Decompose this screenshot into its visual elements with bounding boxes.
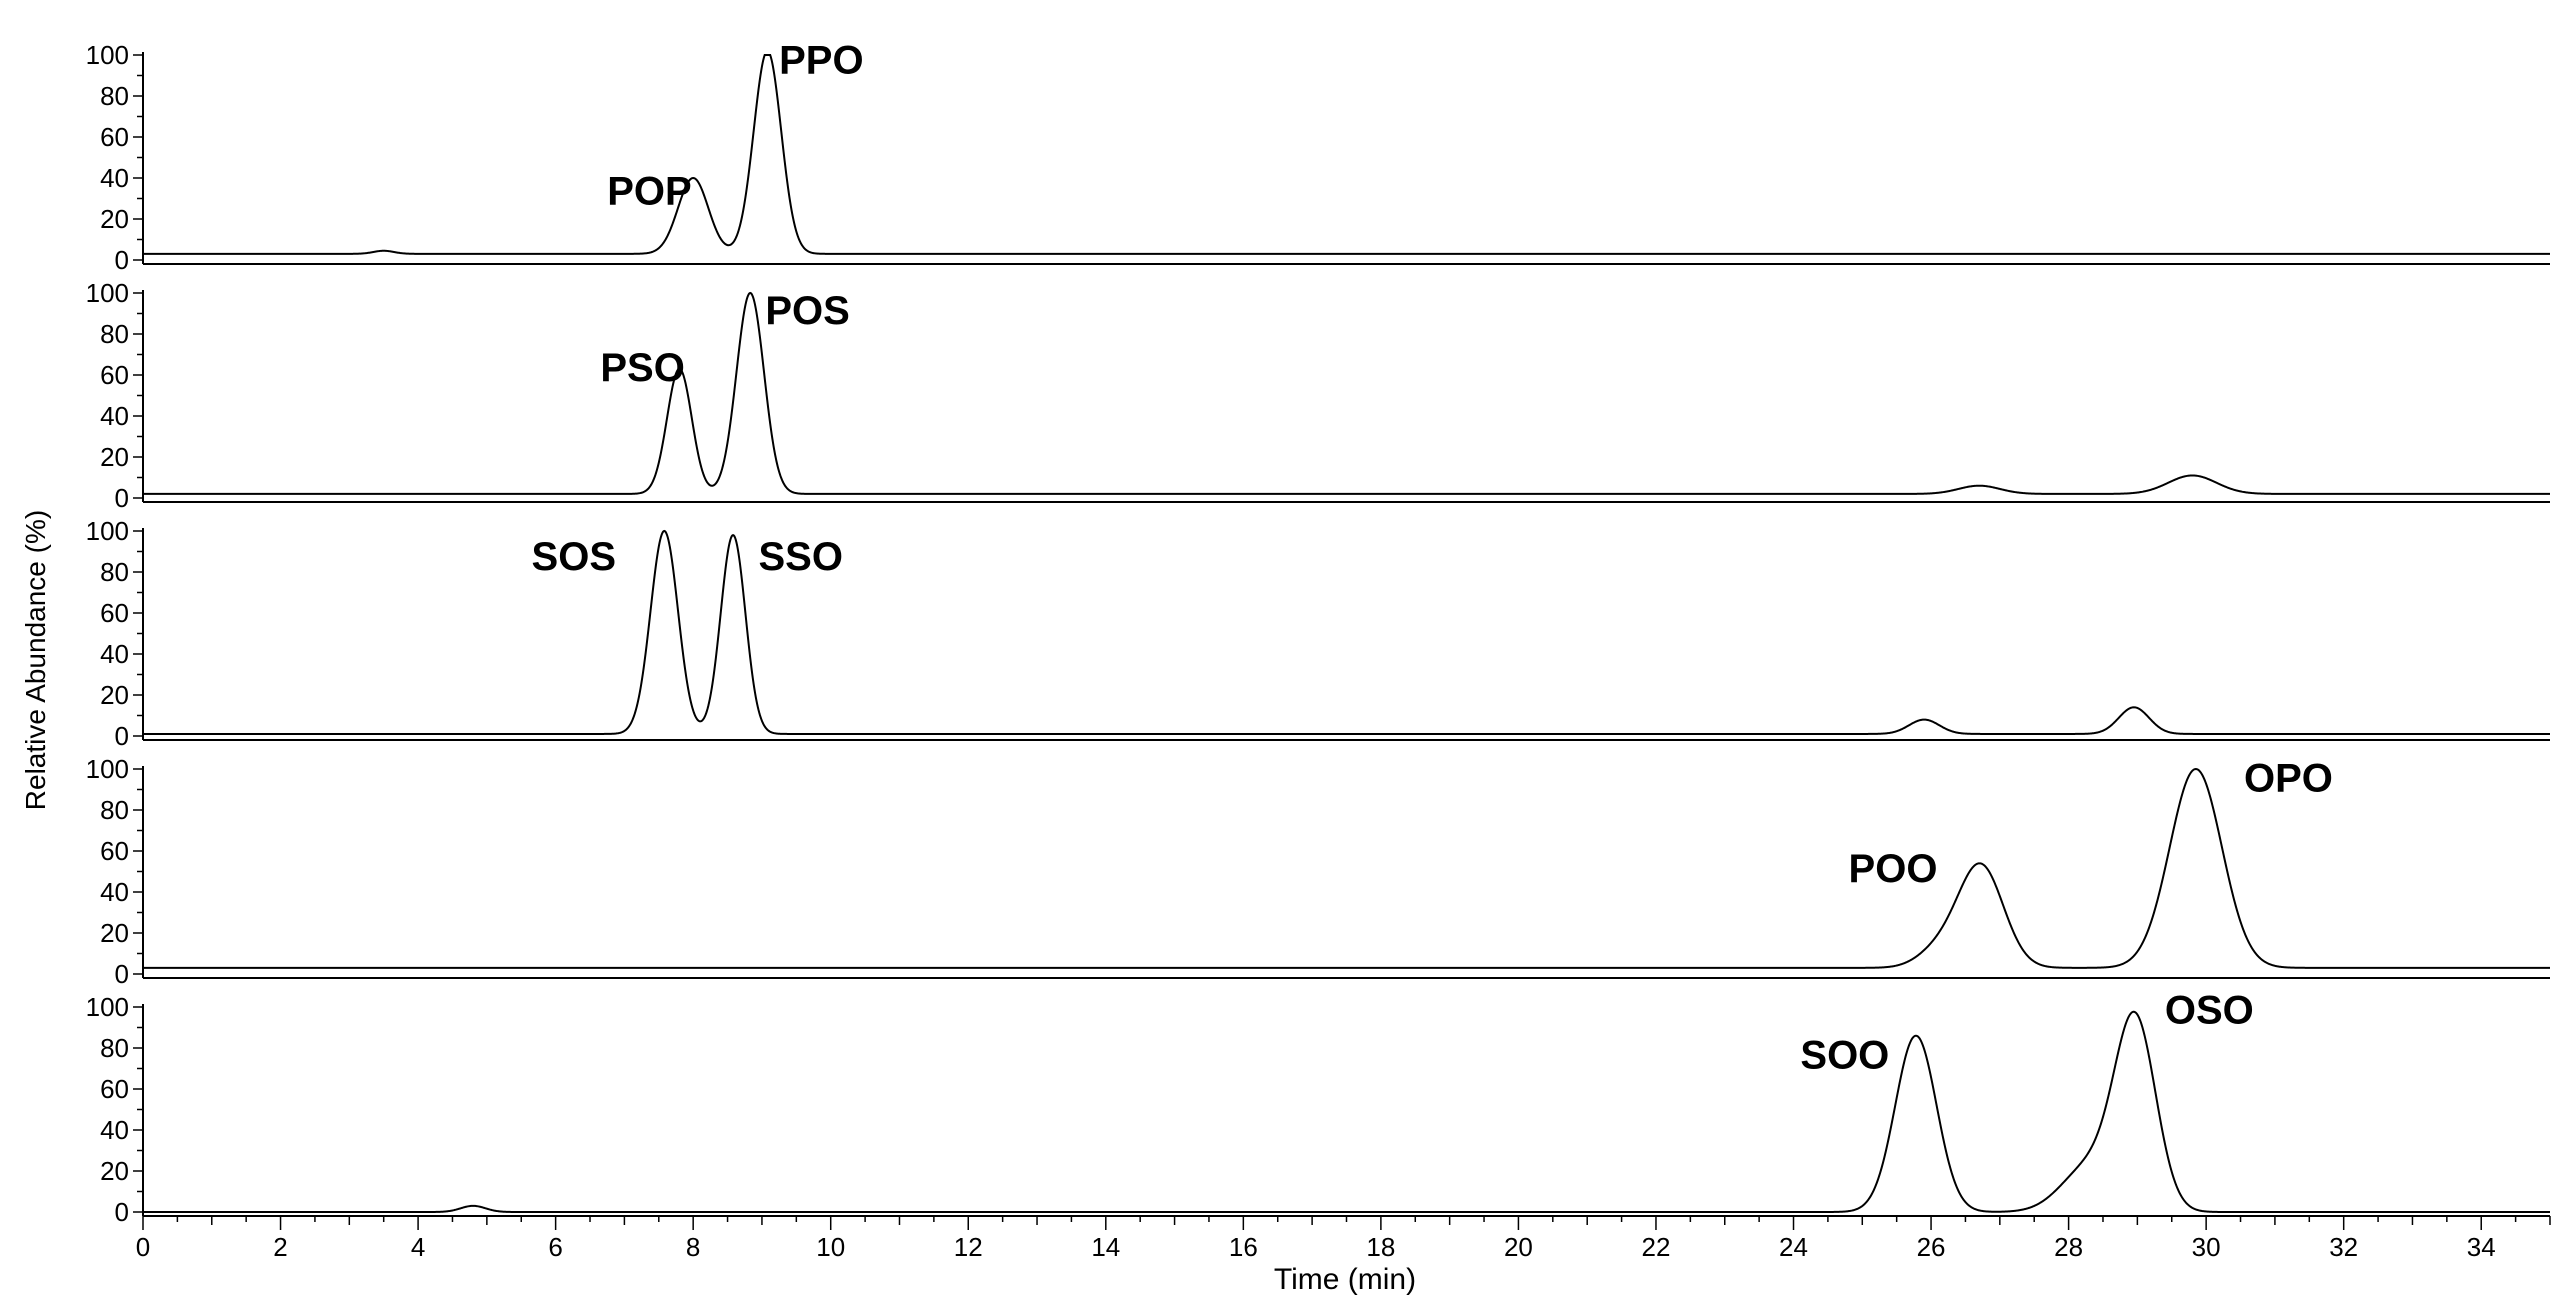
x-tick-label: 4 (411, 1232, 425, 1262)
peak-label: PSO (600, 346, 684, 390)
trace-line (143, 1010, 2550, 1213)
y-tick-label: 100 (86, 516, 129, 546)
y-tick-label: 60 (100, 122, 129, 152)
x-tick-label: 0 (136, 1232, 150, 1262)
y-tick-label: 40 (100, 639, 129, 669)
x-tick-label: 14 (1091, 1232, 1120, 1262)
trace-line (143, 291, 2550, 495)
chart-panels: 0 20 40 60 80 100 POP PPO 0 20 40 60 80 100 PSO POS 0 20 4… (86, 38, 2550, 1227)
trace-line (143, 767, 2550, 969)
y-tick-label: 80 (100, 81, 129, 111)
x-axis-title: Time (min) (1274, 1263, 1416, 1296)
x-tick-label: 16 (1229, 1232, 1258, 1262)
peak-label: POP (607, 170, 691, 214)
peak-label: PPO (779, 38, 863, 82)
trace-line (143, 54, 2550, 255)
x-tick-label: 6 (548, 1232, 562, 1262)
peak-label: POS (765, 289, 849, 333)
y-tick-label: 20 (100, 1156, 129, 1186)
y-tick-label: 20 (100, 204, 129, 234)
x-tick-label: 26 (1917, 1232, 1946, 1262)
panel-3: 0 20 40 60 80 100 SOS SSO (86, 516, 2550, 751)
y-tick-label: 60 (100, 836, 129, 866)
peak-label: OSO (2165, 988, 2254, 1032)
x-tick-label: 24 (1779, 1232, 1808, 1262)
y-tick-label: 20 (100, 680, 129, 710)
x-tick-label: 20 (1504, 1232, 1533, 1262)
y-tick-label: 40 (100, 1115, 129, 1145)
x-tick-label: 18 (1366, 1232, 1395, 1262)
y-axis-title: Relative Abundance (%) (20, 510, 51, 810)
x-tick-label: 2 (273, 1232, 287, 1262)
y-tick-label: 80 (100, 557, 129, 587)
y-tick-label: 80 (100, 1033, 129, 1063)
x-tick-label: 12 (954, 1232, 983, 1262)
y-tick-label: 40 (100, 163, 129, 193)
peak-label: OPO (2244, 757, 2333, 801)
y-tick-label: 0 (115, 959, 129, 989)
peak-label: SOS (532, 535, 616, 579)
peak-label: SSO (759, 535, 843, 579)
y-tick-label: 60 (100, 360, 129, 390)
y-tick-label: 80 (100, 319, 129, 349)
y-tick-label: 100 (86, 278, 129, 308)
y-tick-label: 40 (100, 401, 129, 431)
panel-2: 0 20 40 60 80 100 PSO POS (86, 278, 2550, 513)
y-tick-label: 20 (100, 442, 129, 472)
x-tick-label: 8 (686, 1232, 700, 1262)
y-tick-label: 0 (115, 483, 129, 513)
y-tick-label: 0 (115, 721, 129, 751)
x-tick-label: 30 (2192, 1232, 2221, 1262)
trace-line (143, 529, 2550, 735)
y-tick-label: 100 (86, 992, 129, 1022)
x-tick-label: 32 (2329, 1232, 2358, 1262)
y-tick-label: 60 (100, 598, 129, 628)
x-tick-label: 28 (2054, 1232, 2083, 1262)
panel-1: 0 20 40 60 80 100 POP PPO (86, 38, 2550, 275)
peak-label: SOO (1800, 1034, 1889, 1078)
y-tick-label: 40 (100, 877, 129, 907)
y-tick-label: 20 (100, 918, 129, 948)
y-tick-label: 0 (115, 1197, 129, 1227)
y-tick-label: 80 (100, 795, 129, 825)
panel-5: 0 20 40 60 80 100 SOO OSO (86, 988, 2550, 1227)
x-tick-label: 34 (2467, 1232, 2496, 1262)
y-tick-label: 60 (100, 1074, 129, 1104)
x-tick-label: 22 (1642, 1232, 1671, 1262)
peak-label: POO (1849, 847, 1938, 891)
y-tick-label: 0 (115, 245, 129, 275)
x-axis: 0 2 4 6 8 10 12 14 16 18 20 22 24 26 28 30 32 34 (136, 1216, 2551, 1262)
panel-4: 0 20 40 60 80 100 POO OPO (86, 754, 2550, 989)
y-tick-label: 100 (86, 754, 129, 784)
y-tick-label: 100 (86, 40, 129, 70)
x-tick-label: 10 (816, 1232, 845, 1262)
